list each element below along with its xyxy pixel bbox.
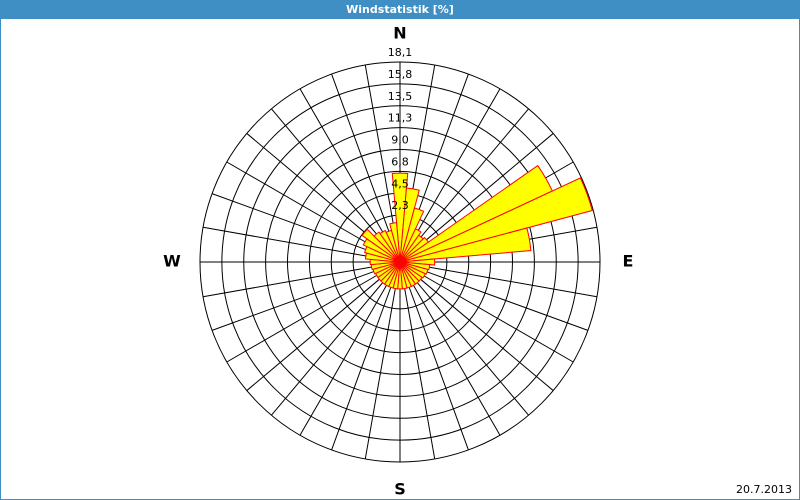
spoke bbox=[418, 277, 554, 391]
spoke bbox=[423, 270, 589, 331]
wind-bar bbox=[399, 258, 436, 266]
direction-label: S bbox=[394, 480, 406, 499]
direction-label: N bbox=[393, 24, 406, 43]
spoke bbox=[415, 108, 529, 244]
spoke bbox=[246, 277, 382, 391]
spoke bbox=[412, 283, 501, 436]
wind-bar bbox=[399, 227, 532, 263]
wind-bar bbox=[391, 172, 409, 263]
direction-label: W bbox=[163, 252, 181, 271]
spoke bbox=[299, 88, 388, 241]
r-tick-label: 11,3 bbox=[388, 112, 413, 125]
wind-bar bbox=[379, 229, 401, 263]
spoke bbox=[271, 108, 385, 244]
direction-label: E bbox=[623, 252, 634, 271]
date-label: 20.7.2013 bbox=[736, 483, 792, 496]
spoke bbox=[226, 274, 379, 363]
wind-bar bbox=[373, 231, 401, 263]
wind-bar bbox=[389, 222, 401, 263]
r-tick-label: 15,8 bbox=[388, 68, 413, 81]
spoke bbox=[418, 133, 554, 247]
spoke bbox=[403, 286, 436, 460]
spoke bbox=[331, 285, 392, 451]
chart-title: Windstatistik [%] bbox=[346, 3, 454, 16]
r-tick-label: 18,1 bbox=[388, 46, 413, 59]
spoke bbox=[202, 226, 376, 259]
wind-bar bbox=[361, 228, 401, 263]
r-tick-label: 2,3 bbox=[391, 199, 409, 212]
spoke bbox=[271, 280, 385, 416]
spoke bbox=[211, 193, 377, 254]
spoke bbox=[408, 285, 469, 451]
spoke bbox=[421, 274, 574, 363]
spoke bbox=[364, 64, 397, 238]
spoke bbox=[364, 286, 397, 460]
spoke bbox=[226, 161, 379, 250]
title-bar bbox=[0, 0, 800, 19]
spoke bbox=[331, 73, 392, 239]
spoke bbox=[412, 88, 501, 241]
r-tick-label: 4,5 bbox=[391, 177, 409, 190]
spoke bbox=[299, 283, 388, 436]
r-tick-label: 9,0 bbox=[391, 134, 409, 147]
r-tick-label: 13,5 bbox=[388, 90, 413, 103]
spoke bbox=[211, 270, 377, 331]
spoke bbox=[424, 265, 598, 298]
spoke bbox=[415, 280, 529, 416]
spoke bbox=[246, 133, 382, 247]
r-tick-label: 6,8 bbox=[391, 155, 409, 168]
spoke bbox=[202, 265, 376, 298]
wind-bar bbox=[399, 177, 593, 263]
